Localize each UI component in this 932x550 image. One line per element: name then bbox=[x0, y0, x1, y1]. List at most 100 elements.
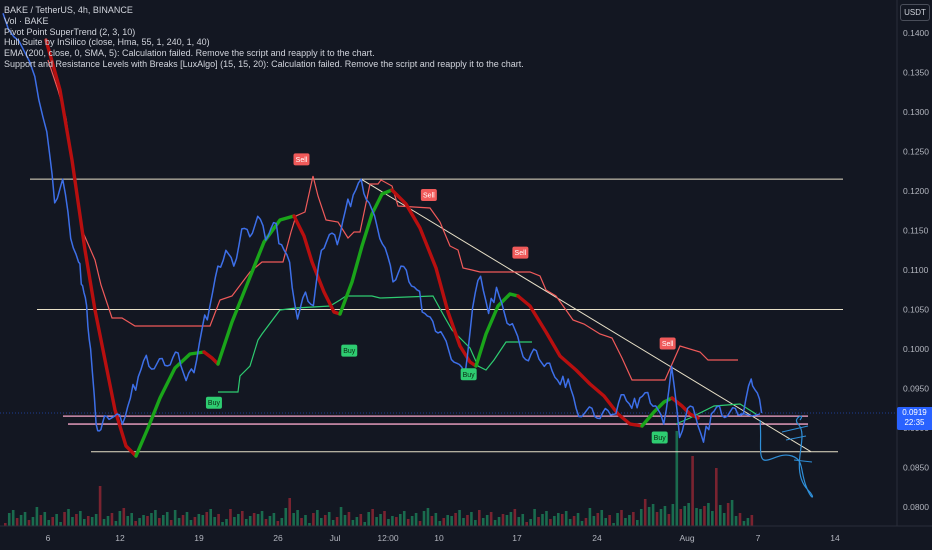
volume-bar bbox=[651, 504, 655, 526]
volume-bar bbox=[165, 512, 169, 526]
descending-trendline bbox=[360, 178, 812, 453]
x-tick-label: 6 bbox=[46, 533, 51, 543]
volume-bar bbox=[327, 512, 331, 526]
volume-bar bbox=[102, 519, 106, 526]
volume-bar bbox=[533, 509, 536, 526]
hull-segment bbox=[338, 188, 394, 316]
volume-bar bbox=[683, 506, 686, 526]
volume-bar bbox=[292, 513, 295, 526]
volume-bar bbox=[715, 468, 718, 526]
volume-bar bbox=[624, 518, 627, 526]
indicator-sr-levels[interactable]: Support and Resistance Levels with Break… bbox=[4, 58, 524, 69]
x-tick-label: 26 bbox=[273, 533, 283, 543]
volume-bar bbox=[284, 508, 288, 526]
x-axis[interactable]: 6 12 19 26 Jul 12:00 10 17 24 Aug 7 14 bbox=[46, 533, 840, 543]
volume-bar bbox=[391, 516, 394, 526]
volume-bar bbox=[331, 520, 335, 526]
volume-bar bbox=[248, 516, 252, 526]
buy-signal[interactable]: Buy bbox=[651, 431, 668, 444]
volume-bar bbox=[276, 521, 280, 526]
volume-bar bbox=[399, 514, 402, 526]
volume-bar bbox=[264, 519, 268, 526]
hull-segment bbox=[474, 292, 520, 368]
indicator-ema[interactable]: EMA (200, close, 0, SMA, 5): Calculation… bbox=[4, 48, 375, 59]
y-tick-label: 0.1150 bbox=[903, 226, 929, 236]
volume-bar bbox=[466, 515, 469, 526]
supertrend-up-line bbox=[218, 295, 532, 393]
y-tick-label: 0.1000 bbox=[903, 344, 929, 354]
sell-signal[interactable]: Sell bbox=[512, 246, 529, 259]
volume-bar bbox=[474, 520, 477, 526]
volume-bar bbox=[312, 513, 315, 526]
volume-bar bbox=[308, 523, 311, 526]
volume-bar bbox=[379, 514, 382, 526]
volume-bar bbox=[197, 514, 201, 526]
signal-label: Buy bbox=[343, 348, 356, 355]
signal-box bbox=[512, 246, 529, 259]
volume-bars bbox=[4, 431, 754, 526]
volume-bar bbox=[687, 503, 690, 526]
volume-bar bbox=[142, 515, 145, 526]
volume-bar bbox=[604, 518, 607, 526]
sell-signal[interactable]: Sell bbox=[420, 188, 437, 201]
volume-bar bbox=[679, 509, 683, 526]
signal-label: Buy bbox=[463, 372, 476, 379]
volume-bar bbox=[560, 514, 564, 526]
y-tick-label: 0.1050 bbox=[903, 305, 929, 315]
volume-bar bbox=[63, 512, 66, 526]
x-tick-label: 12:00 bbox=[377, 533, 399, 543]
volume-bar bbox=[126, 516, 130, 526]
volume-bar bbox=[406, 519, 410, 526]
volume-bar bbox=[233, 517, 236, 526]
volume-bar bbox=[509, 512, 513, 526]
volume-bar bbox=[268, 516, 272, 526]
buy-signal[interactable]: Buy bbox=[205, 396, 222, 409]
volume-bar bbox=[612, 523, 615, 526]
signal-label: Sell bbox=[296, 157, 308, 164]
volume-bar bbox=[94, 514, 98, 526]
volume-bar bbox=[320, 518, 323, 526]
volume-bar bbox=[252, 513, 256, 526]
x-tick-label: 19 bbox=[194, 533, 204, 543]
volume-bar bbox=[643, 499, 647, 526]
volume-bar bbox=[237, 514, 240, 526]
volume-bar bbox=[221, 522, 224, 526]
sell-signal[interactable]: Sell bbox=[659, 337, 676, 350]
volume-bar bbox=[193, 517, 197, 526]
indicator-supertrend[interactable]: Pivot Point SuperTrend (2, 3, 10) bbox=[4, 26, 136, 37]
volume-bar bbox=[316, 510, 319, 526]
volume-bar bbox=[434, 513, 438, 526]
volume-bar bbox=[359, 514, 363, 526]
volume-bar bbox=[442, 518, 446, 526]
volume-bar bbox=[470, 512, 473, 526]
sell-signal[interactable]: Sell bbox=[293, 153, 310, 166]
indicator-hull-suite[interactable]: Hull Suite by InSilico (close, Hma, 55, … bbox=[4, 37, 210, 48]
volume-bar bbox=[181, 515, 185, 526]
volume-bar bbox=[742, 521, 746, 526]
volume-bar bbox=[158, 518, 161, 526]
volume-bar bbox=[130, 513, 133, 526]
volume-bar bbox=[497, 517, 501, 526]
hull-segment bbox=[292, 214, 342, 316]
currency-button[interactable]: USDT bbox=[900, 4, 930, 21]
volume-bar bbox=[169, 520, 173, 526]
x-tick-label: 14 bbox=[830, 533, 840, 543]
chart-legend: BAKE / TetherUS, 4h, BINANCE Vol · BAKE … bbox=[4, 5, 524, 70]
volume-bar bbox=[493, 520, 497, 526]
buy-signal[interactable]: Buy bbox=[341, 344, 358, 357]
volume-bar bbox=[541, 514, 544, 526]
price-tail bbox=[740, 413, 761, 417]
volume-bar bbox=[588, 508, 592, 526]
buy-signal[interactable]: Buy bbox=[460, 368, 477, 381]
volume-bar bbox=[71, 517, 74, 526]
volume-bar bbox=[31, 517, 35, 526]
volume-bar bbox=[134, 521, 137, 526]
signal-box bbox=[460, 368, 477, 381]
volume-bar bbox=[655, 512, 659, 526]
hull-segment bbox=[390, 188, 478, 368]
symbol-title[interactable]: BAKE / TetherUS, 4h, BINANCE bbox=[4, 5, 133, 15]
indicator-volume[interactable]: Vol · BAKE bbox=[4, 15, 49, 26]
y-axis[interactable]: 0.1400 0.1350 0.1300 0.1250 0.1200 0.1150 0.11… bbox=[903, 28, 929, 512]
volume-bar bbox=[367, 512, 370, 526]
